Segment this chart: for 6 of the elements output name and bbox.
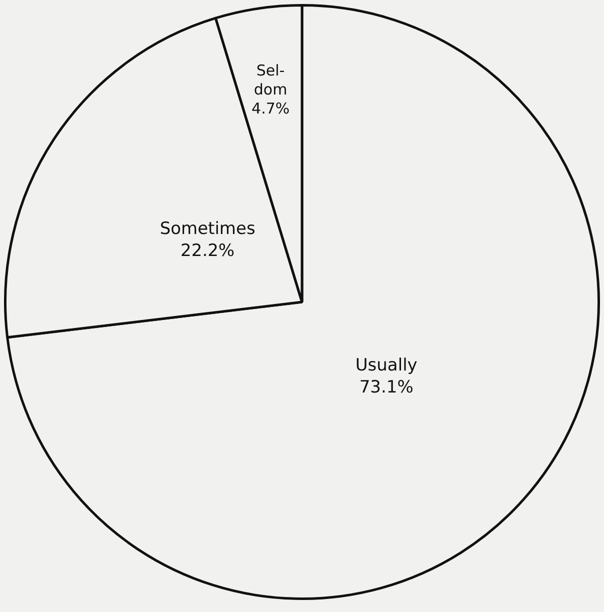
data-label: 4.7% [252, 100, 290, 118]
data-label: 73.1% [359, 377, 414, 398]
slice-label: Sometimes [160, 218, 256, 239]
data-label: 22.2% [180, 240, 235, 261]
slice-label: Usually [355, 355, 418, 376]
slice-label: Sel- dom [254, 62, 288, 99]
